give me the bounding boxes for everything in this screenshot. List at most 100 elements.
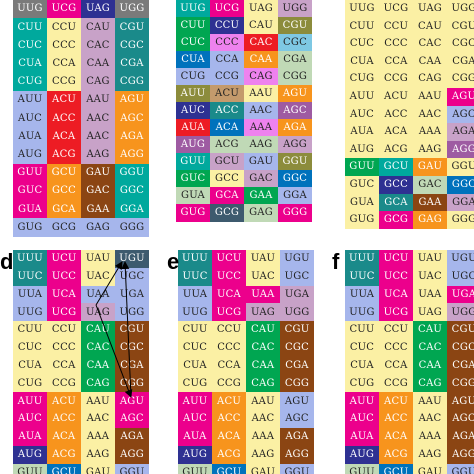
codon-cell: AAC	[81, 109, 115, 128]
codon-cell: UUG	[176, 0, 210, 18]
codon-cell: ACC	[379, 410, 413, 429]
codon-cell: CAC	[81, 339, 115, 358]
codon-cell: AAC	[413, 410, 447, 429]
codon-cell: CUA	[176, 51, 210, 69]
codon-cell: AGA	[115, 127, 149, 147]
codon-cell: CUC	[345, 35, 379, 54]
codon-cell: UAU	[246, 250, 280, 269]
codon-cell: AUA	[13, 127, 47, 147]
codon-cell: CAA	[244, 51, 278, 69]
codon-cell: GCU	[210, 153, 244, 171]
codon-cell: UCU	[47, 250, 81, 269]
codon-cell: UCC	[212, 267, 246, 287]
codon-cell: CUU	[13, 321, 47, 340]
codon-cell: UAC	[413, 267, 447, 287]
codon-cell: ACA	[47, 428, 81, 447]
codon-cell: AGG	[447, 445, 474, 465]
codon-cell: AUU	[345, 88, 379, 107]
codon-cell: AUU	[178, 392, 212, 411]
codon-cell: CGA	[447, 52, 474, 71]
codon-cell: CCC	[379, 35, 413, 54]
codon-cell: AUC	[178, 410, 212, 429]
codon-cell: ACU	[210, 85, 244, 103]
codon-cell: GCU	[379, 158, 413, 177]
codon-cell: GUU	[13, 463, 47, 474]
codon-cell: ACU	[47, 392, 81, 411]
codon-cell: CUC	[176, 34, 210, 52]
codon-cell: GUG	[13, 218, 47, 238]
codon-cell: GUC	[13, 182, 47, 201]
codon-cell: AGG	[278, 136, 312, 154]
codon-cell: AGC	[278, 102, 312, 120]
codon-cell: CUG	[13, 374, 47, 393]
codon-cell: ACA	[379, 428, 413, 447]
codon-cell: AUC	[176, 102, 210, 120]
codon-cell: GGC	[447, 176, 474, 195]
codon-cell: ACG	[212, 445, 246, 465]
codon-cell: UAG	[413, 0, 447, 19]
codon-cell: CGA	[280, 356, 314, 376]
codon-cell: AAA	[413, 123, 447, 142]
panel-label-e: e	[167, 249, 180, 274]
codon-cell: UGU	[280, 250, 314, 269]
codon-cell: UCA	[212, 285, 246, 304]
codon-cell: CGG	[447, 374, 474, 393]
codon-cell: GCG	[210, 204, 244, 222]
codon-cell: AUC	[345, 105, 379, 124]
codon-cell: CCU	[47, 18, 81, 37]
codon-cell: GAA	[413, 193, 447, 212]
codon-cell: CAA	[81, 356, 115, 376]
codon-cell: AUA	[345, 428, 379, 447]
codon-table-panel-d: UUU UCU UAU UGU UUC UCC UAC UGC UUA UCA UAA UGA UUG U…	[13, 250, 149, 474]
codon-cell: GCC	[379, 176, 413, 195]
codon-cell: AAC	[246, 410, 280, 429]
codon-cell: CGC	[115, 339, 149, 358]
codon-cell: CCG	[379, 374, 413, 393]
codon-cell: AAU	[244, 85, 278, 103]
codon-cell: GCA	[379, 193, 413, 212]
codon-cell: UUA	[345, 285, 379, 304]
codon-cell: AAC	[413, 105, 447, 124]
codon-cell: AGU	[115, 91, 149, 110]
codon-cell: GAU	[81, 163, 115, 183]
codon-cell: AAA	[246, 428, 280, 447]
codon-cell: CAG	[246, 374, 280, 393]
codon-cell: GGA	[115, 200, 149, 219]
codon-cell: CCG	[212, 374, 246, 393]
codon-cell: CAG	[413, 374, 447, 393]
codon-cell: GUU	[13, 163, 47, 183]
codon-cell: CGG	[115, 374, 149, 393]
codon-cell: UAU	[413, 250, 447, 269]
codon-cell: UUU	[13, 250, 47, 269]
codon-table-panel-b: UUG UCG UAG UGG CUU CCU CAU CGU CUC CCC CAC CGC CUA C…	[176, 0, 312, 222]
codon-cell: AAU	[413, 392, 447, 411]
codon-table-panel-a: UUG UCG UAG UGG CUU CCU CAU CGU CUC CCC CAC CGC CUA C…	[13, 0, 149, 238]
codon-cell: CAG	[81, 72, 115, 92]
codon-cell: CUC	[13, 36, 47, 56]
codon-cell: UCA	[47, 285, 81, 304]
codon-cell: GAA	[244, 187, 278, 205]
codon-cell: AAA	[413, 428, 447, 447]
codon-cell: CUA	[345, 356, 379, 376]
codon-cell: UGG	[280, 303, 314, 322]
codon-cell: AUU	[13, 392, 47, 411]
codon-cell: CGG	[115, 72, 149, 92]
codon-cell: CAU	[81, 18, 115, 37]
codon-cell: UAG	[81, 0, 115, 19]
codon-cell: GUA	[13, 200, 47, 219]
codon-cell: AUA	[13, 428, 47, 447]
codon-cell: UAA	[246, 285, 280, 304]
codon-cell: UGU	[115, 250, 149, 269]
codon-cell: AGC	[447, 410, 474, 429]
codon-cell: AAG	[244, 136, 278, 154]
codon-cell: AAG	[81, 445, 115, 465]
codon-cell: CGU	[280, 321, 314, 340]
codon-cell: AGC	[280, 410, 314, 429]
codon-cell: CCU	[47, 321, 81, 340]
codon-cell: CUU	[345, 321, 379, 340]
codon-cell: UUU	[178, 250, 212, 269]
codon-cell: UAG	[246, 303, 280, 322]
codon-cell: AAU	[413, 88, 447, 107]
codon-cell: UGC	[447, 267, 474, 287]
codon-cell: UUA	[13, 285, 47, 304]
